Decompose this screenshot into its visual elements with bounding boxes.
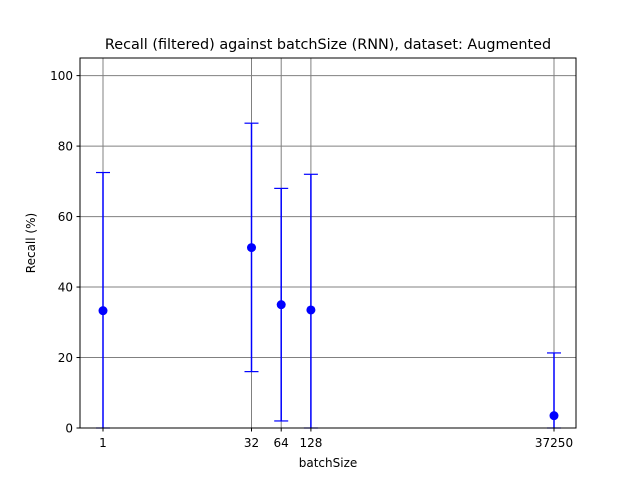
data-point [98,306,108,316]
y-tick-label: 40 [58,280,73,294]
plot-frame [79,57,577,429]
x-axis-label: batchSize [299,456,358,470]
data-point [549,411,559,421]
x-tick-label: 32 [244,436,259,450]
data-point [247,243,257,253]
x-tick-label: 128 [299,436,322,450]
data-point [306,305,316,315]
x-tick-label: 1 [99,436,107,450]
y-tick-label: 80 [58,139,73,153]
x-tick-label: 37250 [535,436,573,450]
axis-ticks: 0 20 40 60 80 100 1 32 64 128 37250 [50,69,573,450]
chart-title: Recall (filtered) against batchSize (RNN… [105,37,551,53]
x-tick-label: 64 [274,436,289,450]
y-tick-label: 20 [58,351,73,365]
y-axis-label: Recall (%) [24,213,38,273]
y-tick-label: 60 [58,210,73,224]
data-point [276,300,286,310]
y-tick-label: 0 [65,421,73,435]
y-tick-label: 100 [50,69,73,83]
